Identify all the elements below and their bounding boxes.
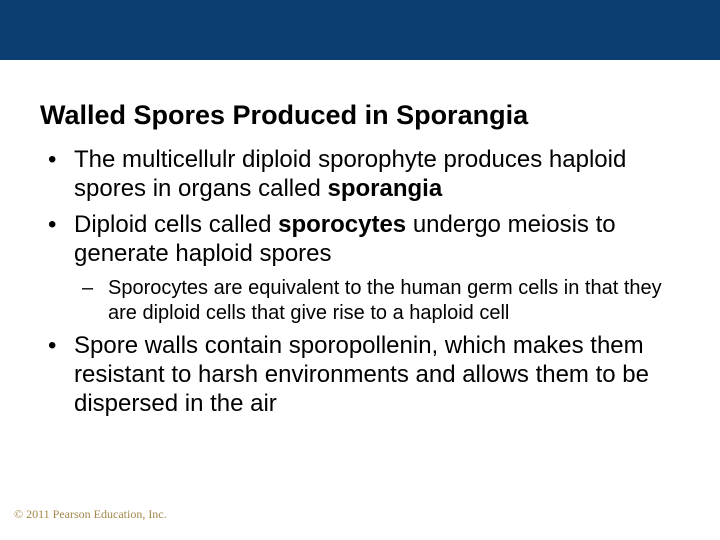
slide-title: Walled Spores Produced in Sporangia: [40, 100, 690, 131]
sub-bullet-1: Sporocytes are equivalent to the human g…: [74, 276, 690, 325]
bullet-list: The multicellulr diploid sporophyte prod…: [40, 145, 690, 419]
sub-bullet-list: Sporocytes are equivalent to the human g…: [74, 276, 690, 325]
bullet-2: Diploid cells called sporocytes undergo …: [40, 210, 690, 325]
top-banner: [0, 0, 720, 60]
slide: Walled Spores Produced in Sporangia The …: [0, 0, 720, 540]
bullet-2-bold: sporocytes: [278, 211, 406, 238]
bullet-1: The multicellulr diploid sporophyte prod…: [40, 145, 690, 204]
bullet-1-bold: sporangia: [327, 175, 442, 202]
bullet-3: Spore walls contain sporopollenin, which…: [40, 331, 690, 419]
copyright-text: © 2011 Pearson Education, Inc.: [14, 507, 167, 522]
bullet-2-text-pre: Diploid cells called: [74, 211, 278, 238]
slide-content: Walled Spores Produced in Sporangia The …: [40, 100, 690, 425]
